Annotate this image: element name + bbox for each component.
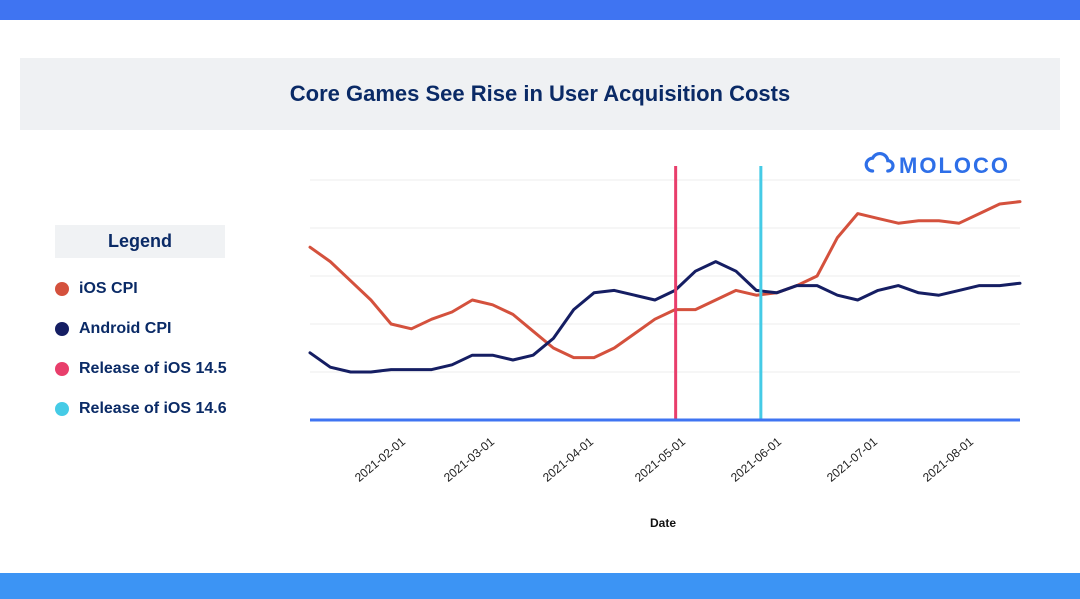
x-tick-label: 2021-03-01 (441, 435, 497, 485)
legend-label: Release of iOS 14.6 (79, 400, 227, 418)
bottom-bar (0, 573, 1080, 599)
circle-icon (55, 402, 69, 416)
chart-area: MOLOCO 2021-02-012021-03-012021-04-01202… (300, 160, 1040, 540)
chart-title: Core Games See Rise in User Acquisition … (290, 81, 790, 107)
x-tick-label: 2021-05-01 (632, 435, 688, 485)
legend: Legend iOS CPI Android CPI Release of iO… (55, 225, 265, 440)
circle-icon (55, 322, 69, 336)
x-tick-label: 2021-04-01 (540, 435, 596, 485)
legend-label: iOS CPI (79, 280, 138, 298)
legend-label: Android CPI (79, 320, 171, 338)
circle-icon (55, 282, 69, 296)
x-tick-label: 2021-07-01 (824, 435, 880, 485)
legend-item-ios145: Release of iOS 14.5 (55, 360, 265, 378)
legend-item-android-cpi: Android CPI (55, 320, 265, 338)
x-tick-label: 2021-06-01 (728, 435, 784, 485)
slide-frame: Core Games See Rise in User Acquisition … (0, 0, 1080, 599)
legend-label: Release of iOS 14.5 (79, 360, 227, 378)
title-band: Core Games See Rise in User Acquisition … (20, 58, 1060, 130)
x-axis-title: Date (650, 516, 676, 530)
x-tick-label: 2021-02-01 (352, 435, 408, 485)
legend-title: Legend (55, 225, 225, 258)
legend-item-ios-cpi: iOS CPI (55, 280, 265, 298)
line-chart (300, 160, 1030, 430)
top-border (0, 0, 1080, 20)
circle-icon (55, 362, 69, 376)
legend-item-ios146: Release of iOS 14.6 (55, 400, 265, 418)
x-tick-label: 2021-08-01 (920, 435, 976, 485)
